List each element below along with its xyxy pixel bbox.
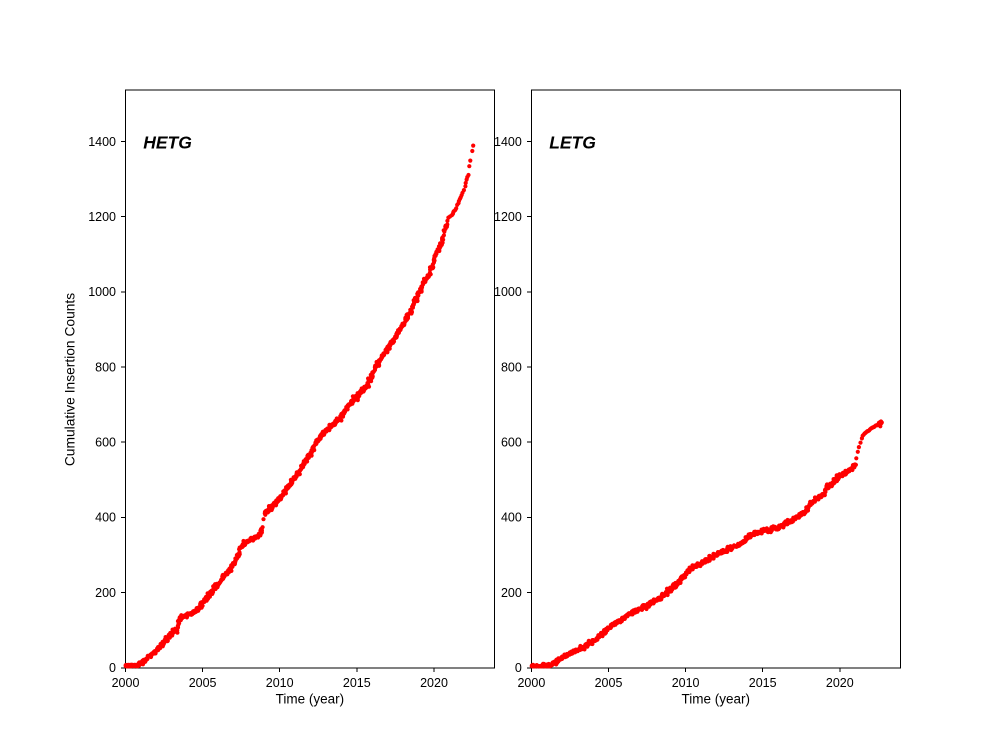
svg-text:2010: 2010 [266,676,294,690]
svg-text:1400: 1400 [494,135,522,149]
svg-text:1000: 1000 [494,285,522,299]
svg-text:Time (year): Time (year) [682,692,751,707]
svg-text:800: 800 [95,360,116,374]
svg-text:2015: 2015 [343,676,371,690]
svg-text:2015: 2015 [749,676,777,690]
svg-text:1200: 1200 [494,210,522,224]
svg-text:400: 400 [501,511,522,525]
svg-text:600: 600 [501,436,522,450]
svg-text:2010: 2010 [672,676,700,690]
svg-text:1200: 1200 [88,210,116,224]
svg-text:2000: 2000 [112,676,140,690]
svg-text:0: 0 [515,661,522,675]
svg-text:2005: 2005 [189,676,217,690]
svg-text:1400: 1400 [88,135,116,149]
svg-text:800: 800 [501,360,522,374]
svg-text:600: 600 [95,436,116,450]
svg-text:Time (year): Time (year) [276,692,345,707]
svg-text:2005: 2005 [595,676,623,690]
svg-text:Cumulative Insertion Counts: Cumulative Insertion Counts [63,293,78,466]
svg-text:0: 0 [109,661,116,675]
svg-text:2020: 2020 [826,676,854,690]
svg-text:2020: 2020 [420,676,448,690]
svg-text:1000: 1000 [88,285,116,299]
svg-text:200: 200 [95,586,116,600]
svg-text:200: 200 [501,586,522,600]
svg-text:HETG: HETG [143,133,192,153]
svg-text:LETG: LETG [549,133,596,153]
svg-text:2000: 2000 [517,676,545,690]
svg-text:400: 400 [95,511,116,525]
